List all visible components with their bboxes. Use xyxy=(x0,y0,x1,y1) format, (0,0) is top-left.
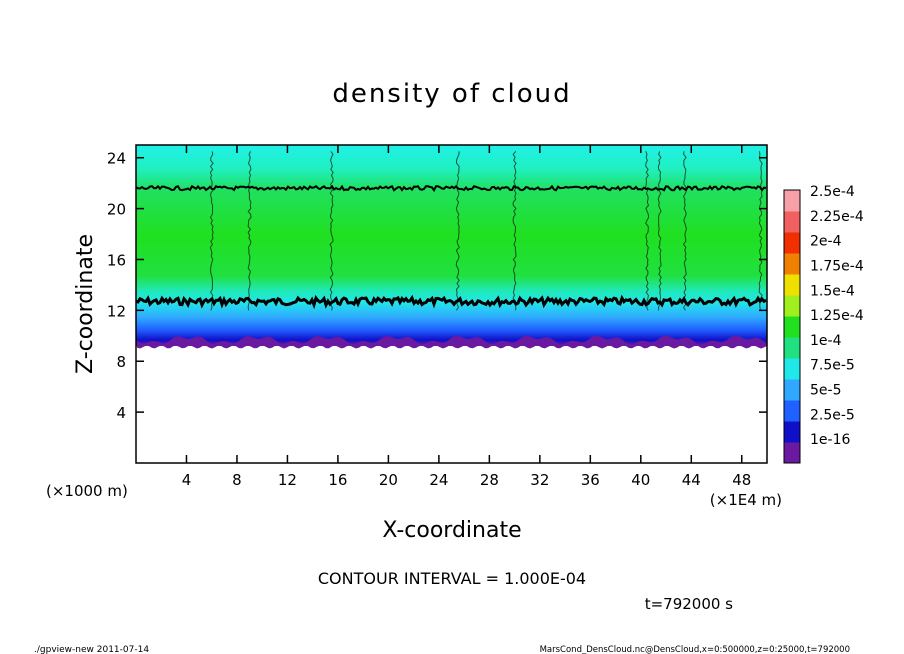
colorbar-swatch xyxy=(784,379,800,401)
colorbar-swatch xyxy=(784,190,800,212)
colorbar-swatch xyxy=(784,358,800,380)
y-tick-label: 24 xyxy=(107,150,126,168)
x-axis-unit-right: (×1E4 m) xyxy=(710,491,782,509)
footer-right-text: MarsCond_DensCloud.nc@DensCloud,x=0:5000… xyxy=(540,645,850,654)
y-tick-label: 8 xyxy=(116,353,126,371)
colorbar-swatch xyxy=(784,232,800,254)
x-tick-label: 44 xyxy=(682,471,701,489)
x-tick-label: 4 xyxy=(182,471,192,489)
chart-title: density of cloud xyxy=(332,79,571,109)
x-tick-label: 16 xyxy=(328,471,347,489)
streak-line xyxy=(645,151,650,311)
vertical-streaks xyxy=(209,151,763,311)
plot-frame xyxy=(135,144,768,464)
x-tick-label: 28 xyxy=(480,471,499,489)
y-tick-label: 12 xyxy=(107,302,126,320)
streak-line xyxy=(247,151,252,311)
colorbar-label: 1e-16 xyxy=(810,432,850,448)
colorbar-label: 1.25e-4 xyxy=(810,308,864,324)
y-tick-label: 4 xyxy=(116,404,126,422)
y-tick-label: 20 xyxy=(107,201,126,219)
x-tick-label: 24 xyxy=(429,471,448,489)
x-tick-label: 40 xyxy=(631,471,650,489)
y-axis-ticks: 4 8 12 16 20 24 xyxy=(107,150,767,422)
colorbar-swatch xyxy=(784,211,800,233)
y-tick-label: 16 xyxy=(107,251,126,269)
colorbar: 2.5e-4 2.25e-4 2e-4 1.75e-4 1.5e-4 1.25e-4 1e-… xyxy=(783,184,864,464)
colorbar-swatch xyxy=(784,442,800,464)
x-tick-label: 12 xyxy=(278,471,297,489)
plot-area xyxy=(136,145,767,463)
streak-line xyxy=(329,151,334,311)
colorbar-swatch xyxy=(784,253,800,275)
colorbar-swatch xyxy=(784,316,800,338)
colorbar-swatch xyxy=(784,400,800,422)
colorbar-frame xyxy=(783,189,801,464)
colorbar-swatch xyxy=(784,421,800,443)
streak-line xyxy=(512,151,517,311)
x-tick-label: 20 xyxy=(379,471,398,489)
streak-line xyxy=(455,151,460,311)
contour-interval-text: CONTOUR INTERVAL = 1.000E-04 xyxy=(318,569,586,588)
x-tick-label: 48 xyxy=(732,471,751,489)
colorbar-label: 5e-5 xyxy=(810,383,841,399)
colorbar-label: 7.5e-5 xyxy=(810,358,855,374)
footer-left-text: ./gpview-new 2011-07-14 xyxy=(34,645,149,654)
colorbar-label: 1.75e-4 xyxy=(810,258,864,274)
cloud-base-edge xyxy=(136,335,767,349)
colorbar-label: 2.5e-4 xyxy=(810,184,855,200)
x-axis-unit-left: (×1000 m) xyxy=(46,482,128,500)
colorbar-label: 2.5e-5 xyxy=(810,407,855,423)
time-text: t=792000 s xyxy=(645,595,733,613)
x-tick-label: 32 xyxy=(530,471,549,489)
colorbar-swatch xyxy=(784,295,800,317)
contour-line-upper xyxy=(136,184,767,193)
streak-line xyxy=(657,151,662,311)
colorbar-swatch xyxy=(784,337,800,359)
x-tick-label: 8 xyxy=(232,471,242,489)
x-tick-label: 36 xyxy=(581,471,600,489)
streak-line xyxy=(758,151,763,311)
streak-line xyxy=(209,151,214,311)
contour-line-lower xyxy=(136,294,767,310)
colorbar-label: 2.25e-4 xyxy=(810,209,864,225)
colorbar-label: 1e-4 xyxy=(810,333,842,349)
x-axis-label: X-coordinate xyxy=(382,518,521,543)
x-axis-ticks: 4 8 12 16 20 24 28 32 36 40 44 48 xyxy=(182,145,751,489)
colorbar-label: 2e-4 xyxy=(810,234,842,250)
colorbar-label: 1.5e-4 xyxy=(810,283,855,299)
streak-line xyxy=(682,151,687,311)
cloud-layer xyxy=(136,145,767,346)
colorbar-swatch xyxy=(784,274,800,296)
y-axis-label: Z-coordinate xyxy=(73,234,98,374)
